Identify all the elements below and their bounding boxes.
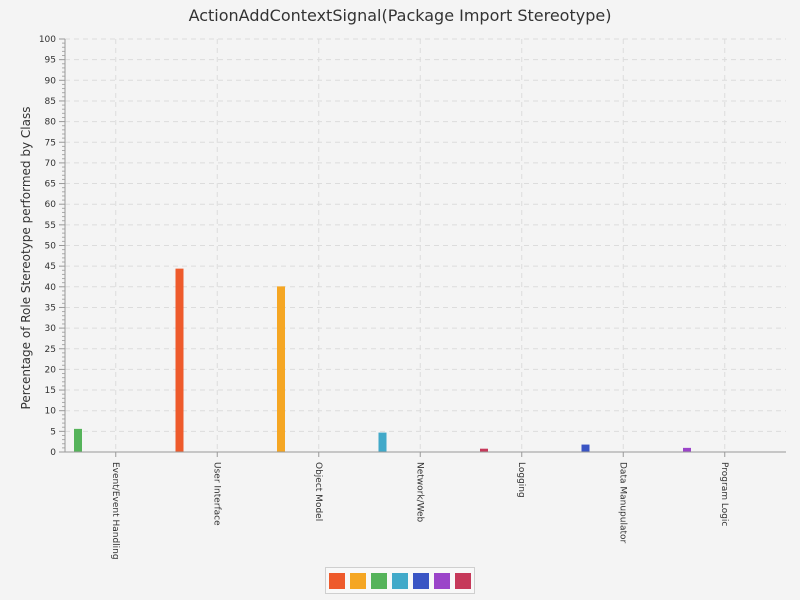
legend-swatch — [329, 572, 345, 589]
x-tick-label: User Interface — [211, 462, 221, 526]
x-tick-label: Data Manupulator — [617, 462, 627, 544]
y-tick-label: 65 — [45, 180, 56, 190]
y-tick-label: 100 — [39, 35, 56, 45]
x-tick-label: Program Logic — [719, 462, 729, 526]
x-tick-label: Event/Event Handling — [110, 462, 120, 560]
y-tick-label: 55 — [45, 221, 56, 231]
y-tick-label: 30 — [45, 324, 57, 334]
bar — [277, 286, 285, 452]
bar — [175, 268, 184, 452]
y-tick-label: 45 — [45, 262, 56, 272]
legend — [325, 567, 475, 594]
y-tick-label: 40 — [45, 283, 57, 293]
legend-swatch — [350, 572, 366, 589]
bar — [581, 444, 590, 452]
y-axis-ticks: 0 5 10 15 20 25 30 35 40 45 50 55 60 65 70 75 80 85 90 95 10… — [39, 35, 65, 458]
x-tick-label: Network/Web — [414, 462, 424, 523]
y-tick-label: 75 — [45, 138, 56, 148]
y-tick-label: 95 — [45, 56, 56, 66]
bars — [74, 268, 691, 452]
y-tick-label: 15 — [45, 386, 56, 396]
y-tick-label: 5 — [50, 427, 56, 437]
chart-title: ActionAddContextSignal(Package Import St… — [188, 6, 612, 25]
legend-swatch — [413, 572, 429, 589]
legend-swatch — [434, 572, 450, 589]
y-tick-label: 20 — [45, 365, 57, 375]
x-tick-label: Logging — [516, 462, 526, 498]
y-tick-label: 60 — [45, 200, 57, 210]
x-tick-label: Object Model — [313, 462, 323, 521]
y-tick-label: 85 — [45, 97, 56, 107]
bar — [683, 447, 691, 452]
y-tick-label: 35 — [45, 303, 56, 313]
y-tick-label: 90 — [45, 76, 57, 86]
legend-swatch — [392, 572, 408, 589]
legend-swatch — [371, 572, 387, 589]
x-axis-ticks: Event/Event Handling User Interface Object… — [110, 452, 729, 560]
gridlines — [65, 38, 786, 452]
y-tick-label: 25 — [45, 345, 56, 355]
y-tick-label: 80 — [45, 118, 57, 128]
bar — [74, 428, 82, 452]
y-tick-label: 0 — [50, 448, 56, 458]
legend-swatch — [455, 572, 471, 589]
y-tick-label: 50 — [45, 242, 57, 252]
y-tick-label: 70 — [45, 159, 57, 169]
y-tick-label: 10 — [45, 407, 57, 417]
bar — [480, 448, 488, 452]
bar — [378, 432, 387, 452]
